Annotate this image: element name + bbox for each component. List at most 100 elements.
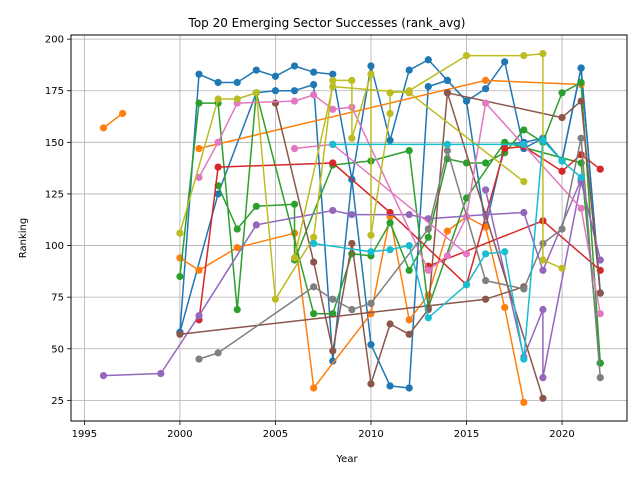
series-13 xyxy=(271,89,604,388)
series-line xyxy=(103,112,124,129)
data-point xyxy=(386,320,394,328)
data-point xyxy=(424,266,432,274)
data-point xyxy=(501,58,509,66)
data-point xyxy=(405,89,413,97)
data-point xyxy=(195,70,203,78)
data-point xyxy=(329,295,337,303)
data-point xyxy=(386,136,394,144)
data-point xyxy=(386,109,394,118)
data-point xyxy=(462,52,471,60)
data-point xyxy=(367,231,375,239)
data-point xyxy=(367,380,375,388)
series-line xyxy=(198,137,602,378)
data-point xyxy=(118,109,127,118)
data-point xyxy=(367,62,375,70)
data-point xyxy=(501,248,509,256)
data-point xyxy=(310,91,318,99)
data-point xyxy=(577,173,585,182)
y-tick-label: 50 xyxy=(51,344,64,355)
data-point xyxy=(290,87,299,95)
data-point xyxy=(329,105,337,113)
data-point xyxy=(271,295,280,303)
data-point xyxy=(271,99,280,107)
data-point xyxy=(482,76,490,85)
data-point xyxy=(482,295,490,303)
data-point xyxy=(443,89,451,97)
data-point xyxy=(386,219,394,227)
data-point xyxy=(596,374,604,382)
chart-title: Top 20 Emerging Sector Successes (rank_a… xyxy=(188,16,466,30)
data-point xyxy=(424,314,432,322)
data-point xyxy=(233,244,241,252)
data-point xyxy=(290,62,299,70)
data-point xyxy=(195,312,203,320)
data-point xyxy=(482,277,490,285)
data-point xyxy=(214,163,222,171)
series-17 xyxy=(195,134,604,382)
data-point xyxy=(329,206,337,215)
data-point xyxy=(348,134,356,142)
data-point xyxy=(558,157,566,165)
data-point xyxy=(520,177,528,186)
data-point xyxy=(176,272,184,281)
data-point xyxy=(520,398,528,407)
data-point xyxy=(596,359,604,367)
data-point xyxy=(596,310,604,318)
data-point xyxy=(482,186,490,194)
x-tick-label: 2005 xyxy=(263,429,288,440)
data-point xyxy=(577,204,585,212)
x-tick-label: 2015 xyxy=(454,429,479,440)
data-point xyxy=(195,99,203,107)
y-axis-label: Ranking xyxy=(18,218,29,258)
series-lines xyxy=(99,49,604,407)
data-point xyxy=(214,95,222,103)
series-21 xyxy=(329,140,528,149)
data-point xyxy=(195,173,203,182)
data-point xyxy=(539,49,547,58)
data-point xyxy=(558,264,566,272)
series-line xyxy=(484,180,602,379)
x-tick-label: 2020 xyxy=(549,429,574,440)
data-point xyxy=(577,64,585,72)
data-point xyxy=(405,384,413,392)
axis-ticks: 1995 2000 2005 2010 2015 2020 25 50 75 100 125 150 1… xyxy=(45,35,575,440)
data-point xyxy=(405,241,413,250)
data-point xyxy=(558,113,566,122)
data-point xyxy=(195,266,203,274)
data-point xyxy=(558,167,566,175)
data-point xyxy=(290,200,299,208)
x-axis-label: Year xyxy=(335,454,358,465)
data-point xyxy=(233,78,241,87)
data-point xyxy=(348,210,356,219)
y-tick-label: 125 xyxy=(45,189,64,200)
x-tick-label: 2000 xyxy=(167,429,192,440)
data-point xyxy=(310,239,318,248)
data-point xyxy=(443,252,451,260)
data-point xyxy=(329,310,337,318)
data-point xyxy=(329,357,337,365)
data-point xyxy=(348,76,356,85)
data-point xyxy=(405,316,413,324)
data-point xyxy=(329,159,337,167)
data-point xyxy=(271,72,280,80)
data-point xyxy=(424,56,432,64)
data-point xyxy=(501,144,509,153)
data-point xyxy=(558,89,566,97)
data-point xyxy=(482,85,490,93)
data-point xyxy=(462,194,471,202)
data-point xyxy=(252,66,260,74)
data-point xyxy=(539,374,547,382)
data-point xyxy=(596,165,604,173)
data-point xyxy=(99,371,108,380)
data-point xyxy=(214,349,222,357)
data-point xyxy=(577,97,585,105)
y-tick-label: 75 xyxy=(51,293,64,304)
data-point xyxy=(329,70,337,78)
data-point xyxy=(252,202,260,210)
y-tick-label: 25 xyxy=(51,396,64,407)
data-point xyxy=(520,208,528,217)
data-point xyxy=(558,225,566,233)
y-tick-label: 200 xyxy=(45,35,64,46)
